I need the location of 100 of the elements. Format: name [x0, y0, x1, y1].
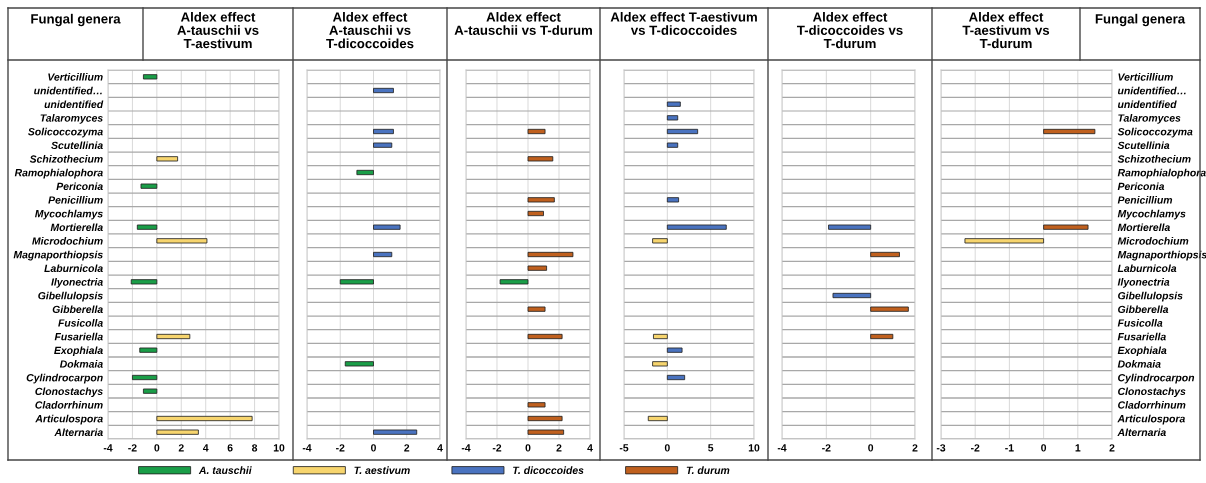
- x-tick-label: 8: [252, 444, 258, 452]
- y-axis-title: Fungal genera: [31, 13, 121, 27]
- y-tick-label: Alternaria: [1117, 428, 1166, 437]
- bar: [143, 388, 158, 394]
- y-tick-label: Cylindrocarpon: [26, 373, 103, 384]
- bar: [964, 238, 1045, 244]
- bar: [666, 347, 683, 353]
- legend-label: T. dicoccoides: [513, 466, 584, 474]
- y-tick-label: Gibellulopsis: [38, 291, 103, 302]
- y-tick-label: Penicillium: [48, 196, 103, 204]
- bar: [870, 333, 894, 340]
- y-tick-label: Microdochium: [1117, 237, 1189, 245]
- y-tick-label: Fusariella: [1117, 332, 1166, 341]
- bar: [373, 87, 394, 94]
- y-tick-label: Magnaporthiopsis: [1117, 250, 1206, 261]
- y-tick-label: Penicillium: [1117, 196, 1173, 204]
- y-tick-label: unidentified…: [34, 86, 102, 95]
- bar: [666, 101, 681, 107]
- y-tick-label: Periconia: [56, 182, 103, 191]
- y-tick-label: Exophiala: [1117, 346, 1167, 357]
- x-tick-label: -4: [777, 444, 787, 452]
- y-tick-label: Talaromyces: [1118, 114, 1181, 124]
- y-tick-label: Fusariella: [54, 332, 103, 341]
- y-tick-label: Dokmaia: [1117, 360, 1161, 368]
- x-tick-label: -5: [619, 444, 629, 452]
- x-tick-label: 0: [868, 444, 874, 452]
- bar: [527, 415, 563, 422]
- x-tick-label: 1: [1075, 444, 1081, 452]
- bar: [156, 333, 191, 340]
- y-tick-label: Clonostachys: [35, 387, 103, 398]
- bar: [666, 197, 680, 203]
- y-tick-label: Gibberella: [1118, 305, 1169, 314]
- x-tick-label: -4: [461, 444, 471, 452]
- bar: [870, 306, 909, 312]
- y-tick-label: Laburnicola: [1117, 264, 1177, 273]
- bar: [136, 224, 158, 230]
- y2-axis-title: Fungal genera: [1095, 13, 1186, 27]
- bar: [373, 429, 418, 435]
- y-tick-label: Dokmaia: [59, 360, 103, 368]
- y-tick-label: Fusicolla: [58, 319, 103, 327]
- x-tick-label: -2: [492, 444, 502, 452]
- chart-title: Aldex effect T-aestivum vs T-durum: [962, 12, 1050, 49]
- y-tick-label: Ilyonectria: [51, 278, 103, 288]
- y-tick-label: Exophiala: [54, 346, 103, 357]
- bar: [139, 347, 158, 353]
- y-tick-label: Gibellulopsis: [1118, 291, 1183, 302]
- x-tick-label: 10: [273, 444, 285, 452]
- x-tick-label: 0: [1041, 444, 1047, 452]
- y-tick-label: Mycochlamys: [35, 209, 103, 220]
- y-tick-label: Microdochium: [32, 237, 103, 245]
- x-tick-label: 0: [664, 444, 670, 452]
- x-tick-label: -2: [822, 444, 831, 452]
- bar: [527, 251, 574, 258]
- bar: [527, 429, 565, 435]
- legend-label: T. durum: [686, 466, 730, 474]
- x-tick-label: 6: [227, 444, 233, 452]
- bar: [373, 224, 401, 230]
- x-tick-label: -3: [936, 444, 946, 452]
- chart-title: Aldex effect A-tauschii vs T-durum: [454, 12, 592, 35]
- chart-title: Aldex effect T-dicoccoides vs T-durum: [796, 12, 903, 49]
- x-tick-label: -2: [128, 444, 137, 452]
- bar: [132, 374, 158, 381]
- bar: [527, 402, 546, 408]
- bar: [870, 251, 900, 258]
- bar: [666, 115, 679, 121]
- y-tick-label: Laburnicola: [44, 264, 103, 273]
- bar: [832, 292, 872, 299]
- y-tick-label: Ramophialophora: [14, 168, 103, 179]
- y-tick-label: unidentified: [1117, 100, 1177, 109]
- bar: [527, 210, 544, 217]
- bar: [373, 142, 393, 148]
- y-tick-label: Mycochlamys: [1117, 209, 1186, 220]
- x-tick-label: -2: [970, 444, 980, 452]
- y-tick-label: Articulospora: [35, 414, 103, 425]
- bar: [499, 279, 529, 285]
- bar: [156, 415, 253, 422]
- bar: [130, 279, 158, 285]
- chart-title: Aldex effect A-tauschii vs T-dicoccoides: [326, 12, 414, 49]
- bar: [666, 128, 699, 135]
- bar: [373, 128, 394, 135]
- x-tick-label: 2: [556, 444, 562, 452]
- x-tick-label: 0: [525, 444, 531, 452]
- y-tick-label: Periconia: [1117, 182, 1165, 191]
- y-tick-label: Verticillium: [48, 73, 103, 81]
- y-tick-label: Gibberella: [52, 305, 103, 314]
- x-tick-label: 4: [587, 444, 593, 452]
- y-tick-label: Scutellinia: [51, 141, 103, 150]
- legend-label: T. aestivum: [354, 466, 410, 474]
- bar: [140, 183, 158, 189]
- bar: [828, 224, 872, 230]
- bar: [527, 128, 546, 135]
- y-tick-label: Clonostachys: [1118, 387, 1186, 398]
- chart-title: Aldex effect A-tauschii vs T-aestivum: [177, 12, 259, 49]
- bar: [652, 238, 668, 244]
- x-tick-label: -4: [302, 444, 312, 452]
- y-tick-label: Ramophialophora: [1117, 168, 1206, 179]
- bar: [156, 429, 199, 435]
- bar: [647, 415, 668, 422]
- bar: [344, 361, 374, 367]
- bar: [156, 156, 179, 162]
